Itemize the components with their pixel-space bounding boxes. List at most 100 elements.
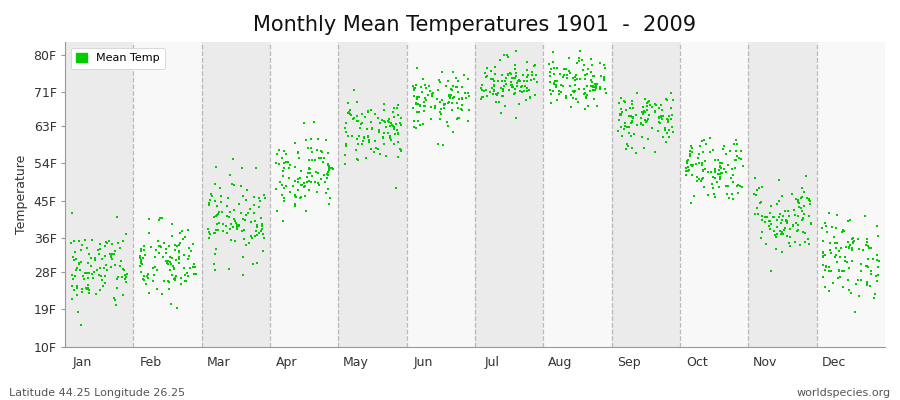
Point: [566, 94, 580, 101]
Point: [105, 241, 120, 248]
Point: [546, 80, 561, 86]
Point: [619, 141, 634, 148]
Point: [473, 96, 488, 103]
Point: [239, 196, 254, 203]
Point: [860, 280, 874, 286]
Point: [508, 86, 523, 92]
Point: [204, 191, 219, 198]
Point: [66, 254, 80, 260]
Point: [391, 102, 405, 108]
Point: [168, 274, 183, 281]
Point: [685, 163, 699, 169]
Point: [543, 72, 557, 79]
Point: [232, 201, 247, 207]
Point: [592, 84, 607, 90]
Point: [778, 218, 793, 224]
Point: [627, 130, 642, 137]
Point: [252, 230, 266, 236]
Point: [165, 233, 179, 239]
Point: [479, 87, 493, 93]
Point: [155, 215, 169, 222]
Point: [109, 214, 123, 220]
Point: [367, 138, 382, 144]
Point: [155, 290, 169, 297]
Point: [721, 161, 735, 168]
Point: [797, 202, 812, 209]
Point: [81, 285, 95, 291]
Point: [695, 162, 709, 168]
Bar: [816, 42, 885, 347]
Point: [661, 117, 675, 124]
Point: [302, 178, 316, 184]
Point: [177, 252, 192, 258]
Point: [481, 93, 495, 99]
Point: [703, 134, 717, 141]
Point: [169, 304, 184, 311]
Point: [545, 88, 560, 94]
Point: [413, 122, 428, 129]
Point: [647, 101, 662, 108]
Point: [818, 220, 832, 227]
Point: [597, 76, 611, 82]
Point: [364, 106, 379, 113]
Point: [804, 220, 818, 226]
Point: [414, 84, 428, 90]
Point: [474, 87, 489, 94]
Point: [652, 118, 666, 125]
Point: [660, 116, 674, 122]
Point: [304, 148, 319, 155]
Point: [867, 295, 881, 302]
Point: [165, 254, 179, 261]
Point: [455, 83, 470, 90]
Point: [523, 94, 537, 100]
Point: [411, 118, 426, 125]
Point: [376, 135, 391, 142]
Point: [300, 174, 314, 180]
Point: [322, 166, 337, 173]
Point: [176, 236, 190, 242]
Point: [108, 296, 122, 303]
Point: [662, 134, 677, 140]
Point: [119, 231, 133, 237]
Point: [501, 72, 516, 79]
Point: [71, 238, 86, 244]
Point: [795, 217, 809, 223]
Point: [166, 263, 180, 269]
Point: [545, 59, 560, 66]
Point: [490, 92, 504, 98]
Point: [753, 200, 768, 206]
Point: [802, 196, 816, 203]
Point: [409, 100, 423, 107]
Point: [451, 89, 465, 95]
Point: [450, 116, 464, 123]
Point: [283, 189, 297, 196]
Point: [244, 219, 258, 226]
Point: [64, 239, 78, 246]
Point: [208, 266, 222, 273]
Point: [210, 212, 224, 218]
Point: [152, 250, 166, 256]
Point: [339, 142, 354, 149]
Point: [442, 98, 456, 105]
Point: [425, 90, 439, 97]
Point: [297, 184, 311, 191]
Point: [373, 120, 387, 126]
Point: [510, 79, 525, 86]
Point: [88, 255, 103, 262]
Point: [74, 322, 88, 328]
Point: [364, 146, 378, 152]
Point: [554, 82, 568, 88]
Point: [72, 260, 86, 266]
Point: [220, 195, 235, 201]
Point: [112, 245, 127, 251]
Point: [247, 194, 261, 200]
Point: [310, 189, 324, 195]
Point: [801, 236, 815, 242]
Point: [636, 122, 651, 128]
Point: [518, 83, 533, 90]
Point: [341, 110, 356, 116]
Point: [550, 64, 564, 71]
Point: [488, 71, 502, 78]
Point: [832, 254, 847, 260]
Point: [303, 135, 318, 142]
